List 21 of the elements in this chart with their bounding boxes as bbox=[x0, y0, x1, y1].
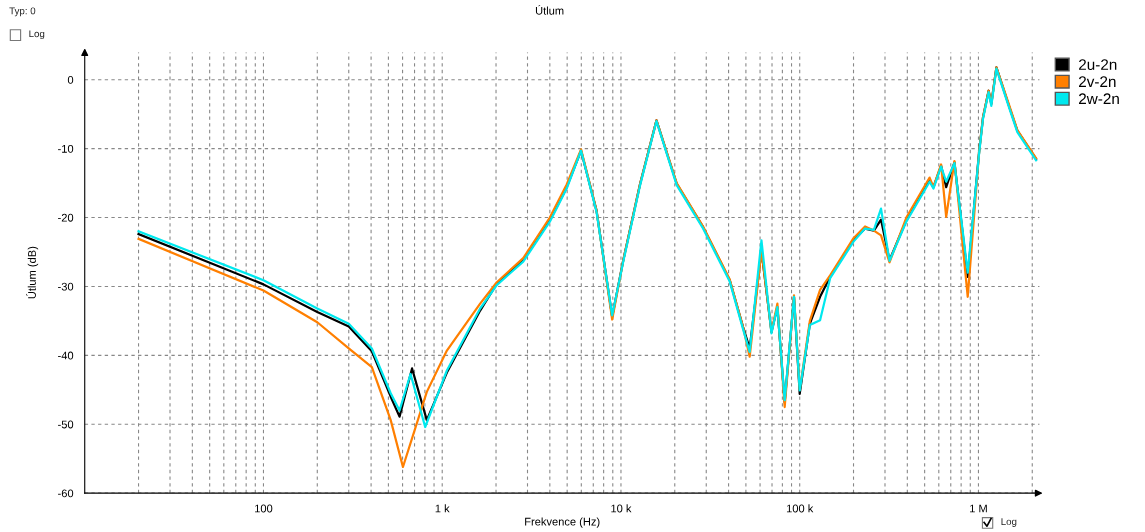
legend-label: 2w-2n bbox=[1079, 93, 1119, 104]
x-tick-label: 1 M bbox=[970, 504, 987, 513]
text: Typ: 0 bbox=[9, 7, 36, 17]
text: Log bbox=[29, 30, 45, 40]
x-axis-title: Frekvence (Hz) bbox=[525, 517, 600, 528]
legend-label: 2v-2n bbox=[1079, 76, 1116, 87]
x-tick-label: 100 k bbox=[786, 504, 814, 513]
y-tick-label: -20 bbox=[58, 213, 74, 222]
y-tick-label: -40 bbox=[58, 351, 74, 360]
text: Log bbox=[1001, 518, 1017, 527]
y-tick-label: -10 bbox=[58, 144, 74, 153]
chart-title: Útlum bbox=[535, 4, 564, 15]
y-axis-title: Útlum (dB) bbox=[26, 246, 39, 299]
y-tick-label: -60 bbox=[58, 489, 74, 498]
y-tick-label: 0 bbox=[67, 75, 74, 84]
y-tick-label: -50 bbox=[58, 420, 74, 429]
x-tick-label: 100 bbox=[255, 504, 273, 513]
x-tick-label: 10 k bbox=[611, 504, 632, 513]
legend-label: 2u-2n bbox=[1079, 59, 1117, 71]
y-tick-label: -30 bbox=[58, 282, 74, 291]
x-tick-label: 1 k bbox=[435, 504, 450, 513]
